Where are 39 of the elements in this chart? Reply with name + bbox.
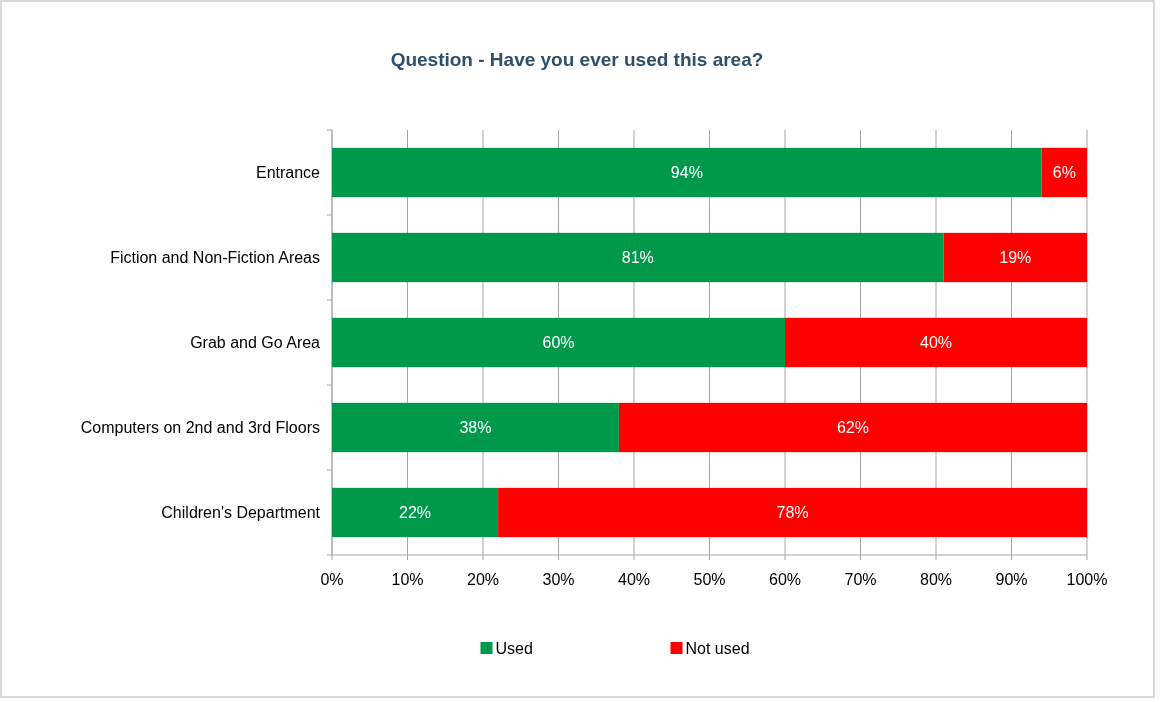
bar — [1041, 147, 1087, 198]
bar — [332, 147, 1042, 198]
bar — [332, 487, 499, 538]
bar — [332, 402, 619, 453]
data-label: 22% — [399, 504, 432, 522]
data-label: 6% — [1052, 164, 1076, 182]
data-label: 19% — [999, 249, 1032, 267]
bar — [498, 487, 1087, 538]
bar — [332, 232, 944, 283]
y-tick-label: Grab and Go Area — [190, 334, 321, 352]
bar — [332, 317, 785, 368]
y-tick-label: Entrance — [255, 164, 321, 182]
legend-label: Not used — [685, 639, 750, 657]
x-tick-label: 50% — [693, 571, 726, 588]
x-tick-label: 80% — [919, 571, 953, 588]
y-tick-label: Fiction and Non-Fiction Areas — [110, 249, 320, 267]
bar — [785, 317, 1087, 368]
x-tick-label: 100% — [1066, 571, 1108, 588]
x-tick-label: 20% — [466, 571, 500, 588]
data-label: 62% — [836, 419, 869, 437]
y-tick-label: Computers on 2nd and 3rd Floors — [80, 419, 320, 437]
chart-title: Question - Have you ever used this area? — [390, 49, 764, 70]
data-label: 94% — [670, 164, 703, 182]
data-label: 81% — [621, 249, 654, 267]
bar — [943, 232, 1087, 283]
bar — [618, 402, 1087, 453]
y-tick-label: Children's Department — [161, 504, 321, 522]
legend-label: Used — [495, 639, 533, 657]
x-tick-label: 60% — [768, 571, 802, 588]
x-tick-label: 90% — [995, 571, 1028, 588]
data-label: 60% — [542, 334, 575, 352]
data-label: 40% — [919, 334, 953, 352]
x-tick-label: 10% — [391, 571, 424, 588]
x-tick-label: 0% — [320, 571, 344, 588]
data-label: 38% — [459, 419, 492, 437]
x-tick-label: 30% — [542, 571, 575, 588]
x-tick-label: 70% — [844, 571, 877, 588]
x-tick-label: 40% — [617, 571, 651, 588]
data-label: 78% — [776, 504, 809, 522]
